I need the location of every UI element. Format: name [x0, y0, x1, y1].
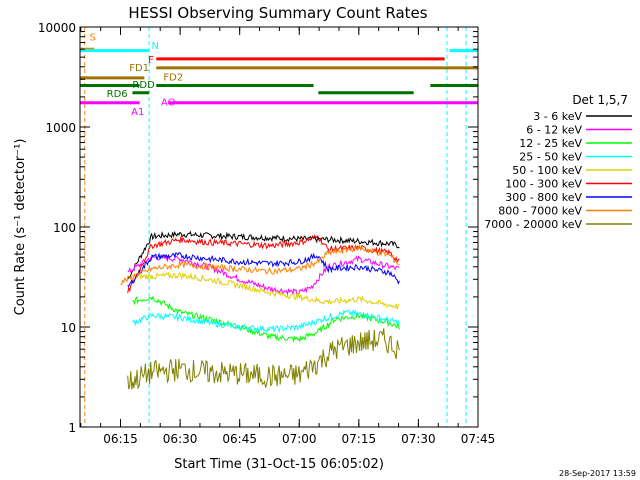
axes: 06:15 06:30 06:45 07:00 07:15 07:30 07:45 1 10 10… [38, 21, 495, 446]
chart-title: HESSI Observing Summary Count Rates [128, 4, 427, 22]
legend-label-3: 25 - 50 keV [519, 151, 582, 164]
series-line-6 [127, 252, 400, 288]
legend-title: Det 1,5,7 [572, 93, 628, 107]
flag-label-RDD: RDD [132, 80, 155, 91]
y-axis-label: Count Rate (s⁻¹ detector⁻¹) [13, 139, 28, 316]
flag-label-AO: AO [161, 97, 176, 108]
series-line-3 [131, 308, 400, 334]
legend-label-8: 7000 - 20000 keV [484, 218, 582, 231]
x-tick-label: 06:45 [222, 432, 257, 446]
y-tick-label: 10 [61, 321, 76, 335]
series-line-4 [131, 271, 400, 311]
series-line-7 [120, 244, 400, 285]
flag-label-S: S [90, 33, 96, 44]
flag-label-A1: A1 [131, 107, 144, 118]
x-tick-label: 07:00 [282, 432, 317, 446]
x-tick-label: 06:15 [103, 432, 138, 446]
flag-label-N: N [151, 41, 158, 52]
x-axis-label: Start Time (31-Oct-15 06:05:02) [174, 457, 384, 472]
legend-label-5: 100 - 300 keV [505, 178, 582, 191]
y-tick-label: 1000 [45, 121, 76, 135]
flag-label-RD6: RD6 [107, 89, 128, 100]
y-tick-label: 10000 [38, 21, 76, 35]
series-line-8 [127, 328, 400, 390]
series-line-0 [127, 230, 400, 280]
x-tick-label: 06:30 [163, 432, 198, 446]
legend-label-7: 800 - 7000 keV [498, 205, 582, 218]
y-tick-label: 1 [68, 421, 76, 435]
legend-label-6: 300 - 800 keV [505, 191, 582, 204]
x-tick-label: 07:45 [461, 432, 496, 446]
series-line-1 [127, 253, 400, 296]
legend-label-1: 6 - 12 keV [526, 124, 582, 137]
legend-label-2: 12 - 25 keV [519, 137, 582, 150]
legend-label-0: 3 - 6 keV [533, 110, 582, 123]
x-tick-label: 07:30 [401, 432, 436, 446]
legend-label-4: 50 - 100 keV [512, 164, 582, 177]
series-lines [120, 230, 400, 390]
flag-label-FD1: FD1 [129, 63, 149, 74]
series-line-2 [132, 294, 400, 344]
x-tick-label: 07:15 [342, 432, 377, 446]
footer-timestamp: 28-Sep-2017 13:59 [559, 469, 636, 478]
y-tick-label: 100 [53, 221, 76, 235]
flag-label-F: F [148, 55, 154, 66]
flag-label-FD2: FD2 [163, 72, 183, 83]
